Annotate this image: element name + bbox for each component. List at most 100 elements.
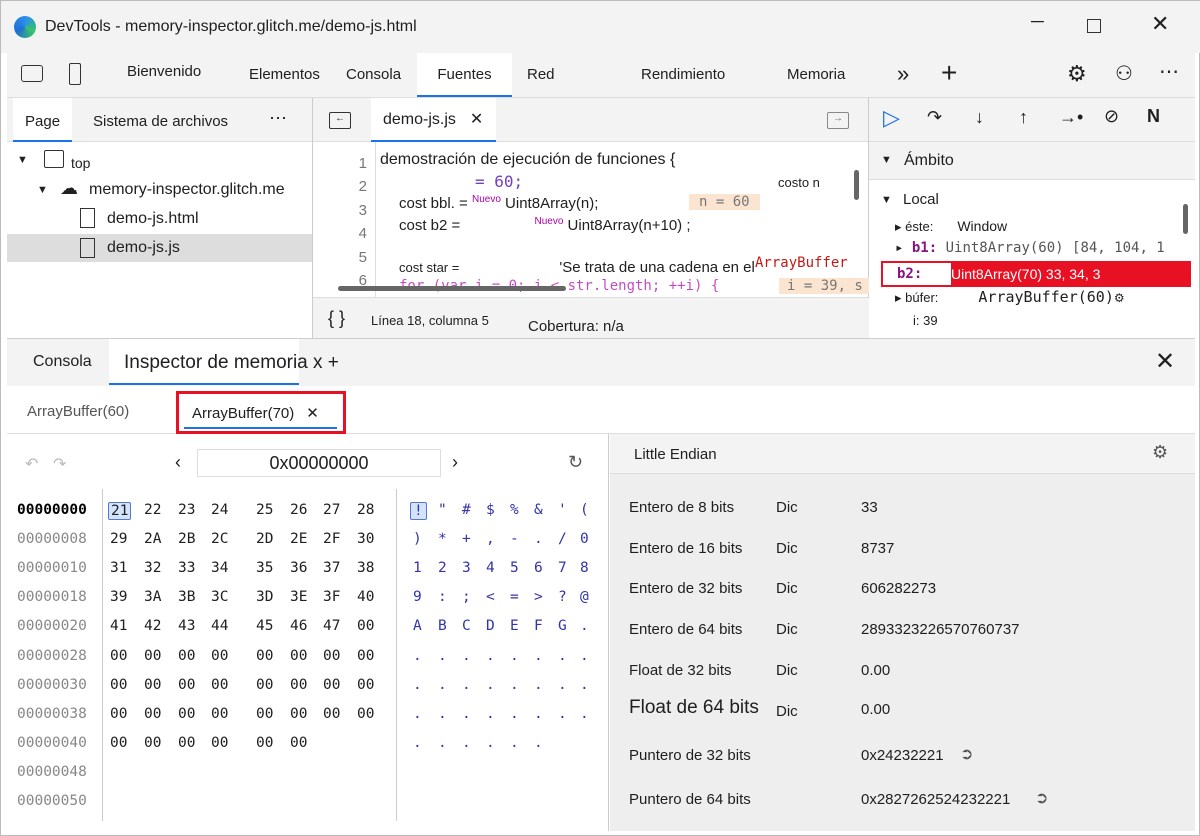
ascii-cell[interactable]: ( (580, 502, 589, 518)
value-format-select[interactable]: Dic (776, 499, 798, 516)
byte-cell[interactable]: 45 (256, 618, 274, 635)
byte-cell[interactable]: 40 (357, 589, 375, 606)
byte-cell[interactable]: 00 (110, 705, 128, 722)
value-format-select[interactable]: Dic (776, 662, 798, 679)
ascii-cell[interactable]: > (534, 589, 543, 606)
byte-cell[interactable]: 00 (323, 676, 341, 693)
byte-cell[interactable]: 3D (256, 589, 274, 606)
ascii-cell[interactable]: B (438, 618, 447, 635)
memory-icon[interactable]: ⚙ (1113, 291, 1125, 305)
ascii-cell[interactable]: . (438, 647, 447, 664)
byte-cell[interactable]: 00 (110, 647, 128, 664)
ascii-cell[interactable]: . (580, 618, 589, 635)
byte-cell[interactable]: 3B (178, 589, 196, 606)
byte-cell[interactable]: 00 (290, 705, 308, 722)
byte-cell[interactable]: 00 (144, 676, 162, 693)
value-format-select[interactable]: Dic (776, 621, 798, 638)
ascii-cell[interactable]: . (534, 705, 543, 722)
vertical-scrollbar[interactable] (854, 170, 859, 200)
ascii-cell[interactable]: . (558, 647, 567, 664)
tab-bienvenido[interactable]: Bienvenido (127, 63, 202, 80)
byte-cell[interactable]: 42 (144, 618, 162, 635)
byte-cell[interactable]: 27 (323, 502, 341, 518)
ascii-cell[interactable]: . (510, 676, 519, 693)
step-into-icon[interactable]: ↓ (975, 107, 984, 127)
ascii-cell[interactable]: . (462, 705, 471, 722)
close-drawer-icon[interactable]: ✕ (1155, 348, 1176, 375)
byte-cell[interactable]: 36 (290, 560, 308, 577)
device-emulation-icon[interactable] (69, 63, 81, 85)
byte-cell[interactable]: 00 (256, 676, 274, 693)
undo-icon[interactable]: ↶ (25, 456, 39, 473)
ascii-cell[interactable]: . (580, 705, 589, 722)
ascii-cell[interactable]: 7 (558, 560, 567, 577)
ascii-cell[interactable]: 9 (413, 589, 422, 606)
tab-elementos[interactable]: Elementos (249, 66, 320, 83)
byte-cell[interactable]: 37 (323, 560, 341, 577)
feedback-icon[interactable]: ⚇ (1115, 63, 1133, 85)
ascii-cell[interactable]: . (510, 647, 519, 664)
byte-cell[interactable]: 35 (256, 560, 274, 577)
byte-cell[interactable]: 25 (256, 502, 274, 518)
ascii-cell[interactable]: - (510, 531, 519, 548)
ascii-cell[interactable]: ' (558, 502, 567, 518)
byte-cell[interactable]: 00 (357, 647, 375, 664)
byte-cell[interactable]: 00 (211, 734, 229, 751)
ascii-cell[interactable]: 1 (413, 560, 422, 577)
scope-item[interactable]: ▸ b1: Uint8Array(60) [84, 104, 1 (895, 240, 1165, 256)
scope-local[interactable]: Local (903, 191, 939, 208)
ascii-cell[interactable]: 5 (510, 560, 519, 577)
byte-cell[interactable]: 00 (211, 676, 229, 693)
byte-cell[interactable]: 00 (144, 647, 162, 664)
byte-cell[interactable]: 2D (256, 531, 274, 548)
byte-cell[interactable]: 39 (110, 589, 128, 606)
ascii-cell[interactable]: . (486, 705, 495, 722)
ascii-cell[interactable]: # (462, 502, 471, 518)
ascii-cell[interactable]: A (413, 618, 422, 635)
byte-cell[interactable]: 00 (178, 734, 196, 751)
ascii-cell[interactable]: E (510, 618, 519, 635)
ascii-cell[interactable]: . (580, 676, 589, 693)
byte-cell[interactable]: 29 (110, 531, 128, 548)
ascii-cell[interactable]: . (558, 676, 567, 693)
tab-console-drawer[interactable]: Consola (33, 353, 92, 370)
byte-cell[interactable]: 00 (290, 676, 308, 693)
tab-red[interactable]: Red (527, 66, 555, 83)
byte-cell[interactable]: 21 (108, 502, 132, 520)
ascii-cell[interactable]: . (413, 734, 422, 751)
ascii-cell[interactable]: C (462, 618, 471, 635)
byte-cell[interactable]: 2A (144, 531, 162, 548)
ascii-cell[interactable]: . (413, 676, 422, 693)
ascii-cell[interactable]: . (462, 734, 471, 751)
pause-on-exceptions-icon[interactable]: N (1147, 106, 1160, 126)
byte-cell[interactable]: 2B (178, 531, 196, 548)
ascii-cell[interactable]: $ (486, 502, 495, 518)
byte-cell[interactable]: 00 (256, 734, 274, 751)
ascii-cell[interactable]: * (438, 531, 447, 548)
previous-page-icon[interactable]: ‹ (175, 452, 181, 472)
byte-cell[interactable]: 22 (144, 502, 162, 518)
deactivate-breakpoints-icon[interactable]: ⊘ (1104, 106, 1120, 126)
byte-cell[interactable]: 46 (290, 618, 308, 635)
ascii-cell[interactable]: & (534, 502, 543, 518)
byte-cell[interactable]: 2F (323, 531, 341, 548)
close-tab-icon[interactable]: ✕ (469, 111, 484, 128)
ascii-cell[interactable]: : (438, 589, 447, 606)
byte-cell[interactable]: 00 (357, 676, 375, 693)
ascii-cell[interactable]: . (438, 676, 447, 693)
inspect-element-icon[interactable] (21, 65, 43, 82)
byte-cell[interactable]: 2E (290, 531, 308, 548)
toggle-debugger-icon[interactable]: → (827, 112, 849, 129)
tab-arraybuffer-70[interactable]: ArrayBuffer(70) ✕ (176, 391, 346, 434)
ascii-cell[interactable]: " (438, 502, 447, 518)
ascii-cell[interactable]: 4 (486, 560, 495, 577)
more-icon[interactable]: ⋯ (269, 108, 287, 128)
ascii-cell[interactable]: 8 (580, 560, 589, 577)
ascii-cell[interactable]: 6 (534, 560, 543, 577)
refresh-icon[interactable]: ↻ (568, 452, 584, 472)
settings-gear-icon[interactable]: ⚙ (1067, 61, 1087, 86)
add-tab-icon[interactable]: + (941, 57, 958, 88)
tab-memory-inspector[interactable]: Inspector de memoria x + (109, 339, 339, 385)
scope-item[interactable]: ▸ éste: Window (895, 218, 1008, 234)
more-options-icon[interactable]: ⋯ (1159, 61, 1179, 83)
